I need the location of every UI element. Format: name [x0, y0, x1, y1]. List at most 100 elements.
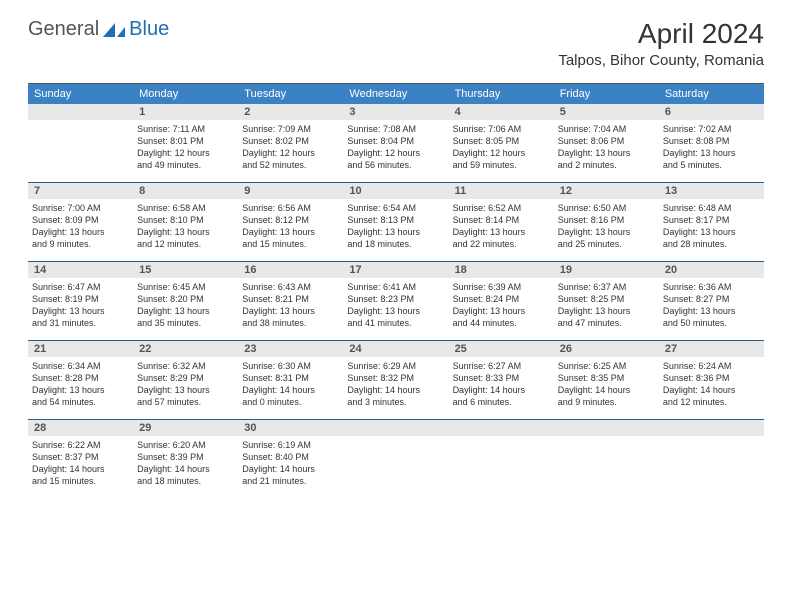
day-cell: 24Sunrise: 6:29 AMSunset: 8:32 PMDayligh… [343, 341, 448, 419]
day-details: Sunrise: 6:47 AMSunset: 8:19 PMDaylight:… [32, 281, 129, 330]
location: Talpos, Bihor County, Romania [558, 52, 764, 69]
day-details: Sunrise: 7:06 AMSunset: 8:05 PMDaylight:… [453, 123, 550, 172]
day-number [554, 420, 659, 436]
day-cell: 20Sunrise: 6:36 AMSunset: 8:27 PMDayligh… [659, 262, 764, 340]
day-details: Sunrise: 7:02 AMSunset: 8:08 PMDaylight:… [663, 123, 760, 172]
day-cell: 1 Sunrise: 7:11 AMSunset: 8:01 PMDaylight… [133, 104, 238, 182]
day-number: 1 [133, 104, 238, 120]
day-cell: 29 Sunrise: 6:20 AMSunset: 8:39 PMDayligh… [133, 420, 238, 498]
week-row: 1 Sunrise: 7:11 AMSunset: 8:01 PMDaylight… [28, 104, 764, 183]
day-cell: 12 Sunrise: 6:50 AMSunset: 8:16 PMDayligh… [554, 183, 659, 261]
day-number: 9 [238, 183, 343, 199]
day-cell: 13 Sunrise: 6:48 AMSunset: 8:17 PMDayligh… [659, 183, 764, 261]
weekday-label: Thursday [449, 84, 554, 104]
day-cell: 23 Sunrise: 6:30 AMSunset: 8:31 PMDayligh… [238, 341, 343, 419]
day-details: Sunrise: 6:48 AMSunset: 8:17 PMDaylight:… [663, 202, 760, 251]
day-number: 22 [133, 341, 238, 357]
day-details: Sunrise: 6:37 AMSunset: 8:25 PMDaylight:… [558, 281, 655, 330]
day-number: 28 [28, 420, 133, 436]
day-details: Sunrise: 6:36 AMSunset: 8:27 PMDaylight:… [663, 281, 760, 330]
day-cell: 19 Sunrise: 6:37 AMSunset: 8:25 PMDayligh… [554, 262, 659, 340]
day-number: 21 [28, 341, 133, 357]
day-details: Sunrise: 7:04 AMSunset: 8:06 PMDaylight:… [558, 123, 655, 172]
day-details: Sunrise: 6:43 AMSunset: 8:21 PMDaylight:… [242, 281, 339, 330]
day-cell: 11 Sunrise: 6:52 AMSunset: 8:14 PMDayligh… [449, 183, 554, 261]
day-details: Sunrise: 6:19 AMSunset: 8:40 PMDaylight:… [242, 439, 339, 488]
day-details: Sunrise: 6:41 AMSunset: 8:23 PMDaylight:… [347, 281, 444, 330]
day-details: Sunrise: 6:32 AMSunset: 8:29 PMDaylight:… [137, 360, 234, 409]
day-number: 6 [659, 104, 764, 120]
day-details: Sunrise: 7:11 AMSunset: 8:01 PMDaylight:… [137, 123, 234, 172]
day-number: 15 [133, 262, 238, 278]
day-details: Sunrise: 6:30 AMSunset: 8:31 PMDaylight:… [242, 360, 339, 409]
day-cell: 16Sunrise: 6:43 AMSunset: 8:21 PMDayligh… [238, 262, 343, 340]
day-number: 13 [659, 183, 764, 199]
day-number: 24 [343, 341, 448, 357]
day-details: Sunrise: 6:56 AMSunset: 8:12 PMDaylight:… [242, 202, 339, 251]
day-cell: 10Sunrise: 6:54 AMSunset: 8:13 PMDayligh… [343, 183, 448, 261]
week-row: 7 Sunrise: 7:00 AMSunset: 8:09 PMDaylight… [28, 183, 764, 262]
day-details: Sunrise: 6:34 AMSunset: 8:28 PMDaylight:… [32, 360, 129, 409]
day-number: 26 [554, 341, 659, 357]
day-cell: 22 Sunrise: 6:32 AMSunset: 8:29 PMDayligh… [133, 341, 238, 419]
day-number: 8 [133, 183, 238, 199]
day-cell [659, 420, 764, 498]
day-number: 17 [343, 262, 448, 278]
day-details: Sunrise: 6:24 AMSunset: 8:36 PMDaylight:… [663, 360, 760, 409]
day-cell: 30 Sunrise: 6:19 AMSunset: 8:40 PMDayligh… [238, 420, 343, 498]
logo-text-general: General [28, 18, 99, 41]
day-details: Sunrise: 7:00 AMSunset: 8:09 PMDaylight:… [32, 202, 129, 251]
week-row: 21 Sunrise: 6:34 AMSunset: 8:28 PMDayligh… [28, 341, 764, 420]
day-cell: 21 Sunrise: 6:34 AMSunset: 8:28 PMDayligh… [28, 341, 133, 419]
day-details: Sunrise: 6:20 AMSunset: 8:39 PMDaylight:… [137, 439, 234, 488]
calendar: SundayMondayTuesdayWednesdayThursdayFrid… [28, 83, 764, 498]
day-number: 25 [449, 341, 554, 357]
day-details: Sunrise: 6:25 AMSunset: 8:35 PMDaylight:… [558, 360, 655, 409]
header: General Blue April 2024 Talpos, Bihor Co… [0, 0, 792, 77]
day-cell: 8 Sunrise: 6:58 AMSunset: 8:10 PMDaylight… [133, 183, 238, 261]
day-number: 2 [238, 104, 343, 120]
day-number: 5 [554, 104, 659, 120]
day-details: Sunrise: 6:52 AMSunset: 8:14 PMDaylight:… [453, 202, 550, 251]
day-cell: 7 Sunrise: 7:00 AMSunset: 8:09 PMDaylight… [28, 183, 133, 261]
day-cell: 9 Sunrise: 6:56 AMSunset: 8:12 PMDaylight… [238, 183, 343, 261]
weekday-label: Wednesday [343, 84, 448, 104]
day-cell: 25 Sunrise: 6:27 AMSunset: 8:33 PMDayligh… [449, 341, 554, 419]
weekday-header: SundayMondayTuesdayWednesdayThursdayFrid… [28, 84, 764, 104]
day-cell: 17 Sunrise: 6:41 AMSunset: 8:23 PMDayligh… [343, 262, 448, 340]
day-number [449, 420, 554, 436]
day-details: Sunrise: 7:08 AMSunset: 8:04 PMDaylight:… [347, 123, 444, 172]
weeks-container: 1 Sunrise: 7:11 AMSunset: 8:01 PMDaylight… [28, 104, 764, 498]
day-number: 7 [28, 183, 133, 199]
day-number: 12 [554, 183, 659, 199]
day-details: Sunrise: 6:39 AMSunset: 8:24 PMDaylight:… [453, 281, 550, 330]
day-number [28, 104, 133, 120]
day-cell: 2Sunrise: 7:09 AMSunset: 8:02 PMDaylight… [238, 104, 343, 182]
day-cell: 6 Sunrise: 7:02 AMSunset: 8:08 PMDaylight… [659, 104, 764, 182]
day-number: 18 [449, 262, 554, 278]
day-number: 11 [449, 183, 554, 199]
weekday-label: Tuesday [238, 84, 343, 104]
day-details: Sunrise: 6:45 AMSunset: 8:20 PMDaylight:… [137, 281, 234, 330]
day-number: 29 [133, 420, 238, 436]
day-number: 23 [238, 341, 343, 357]
day-cell: 26 Sunrise: 6:25 AMSunset: 8:35 PMDayligh… [554, 341, 659, 419]
day-details: Sunrise: 6:58 AMSunset: 8:10 PMDaylight:… [137, 202, 234, 251]
weekday-label: Friday [554, 84, 659, 104]
day-number: 3 [343, 104, 448, 120]
day-cell: 28 Sunrise: 6:22 AMSunset: 8:37 PMDayligh… [28, 420, 133, 498]
day-cell: 14 Sunrise: 6:47 AMSunset: 8:19 PMDayligh… [28, 262, 133, 340]
week-row: 14 Sunrise: 6:47 AMSunset: 8:19 PMDayligh… [28, 262, 764, 341]
day-number: 14 [28, 262, 133, 278]
title-block: April 2024 Talpos, Bihor County, Romania [558, 18, 764, 69]
day-cell: 18 Sunrise: 6:39 AMSunset: 8:24 PMDayligh… [449, 262, 554, 340]
day-number [343, 420, 448, 436]
day-cell: 4Sunrise: 7:06 AMSunset: 8:05 PMDaylight… [449, 104, 554, 182]
day-number: 19 [554, 262, 659, 278]
logo-text-blue: Blue [129, 18, 169, 41]
day-details: Sunrise: 6:22 AMSunset: 8:37 PMDaylight:… [32, 439, 129, 488]
week-row: 28 Sunrise: 6:22 AMSunset: 8:37 PMDayligh… [28, 420, 764, 498]
day-number: 30 [238, 420, 343, 436]
day-details: Sunrise: 6:50 AMSunset: 8:16 PMDaylight:… [558, 202, 655, 251]
day-details: Sunrise: 6:27 AMSunset: 8:33 PMDaylight:… [453, 360, 550, 409]
